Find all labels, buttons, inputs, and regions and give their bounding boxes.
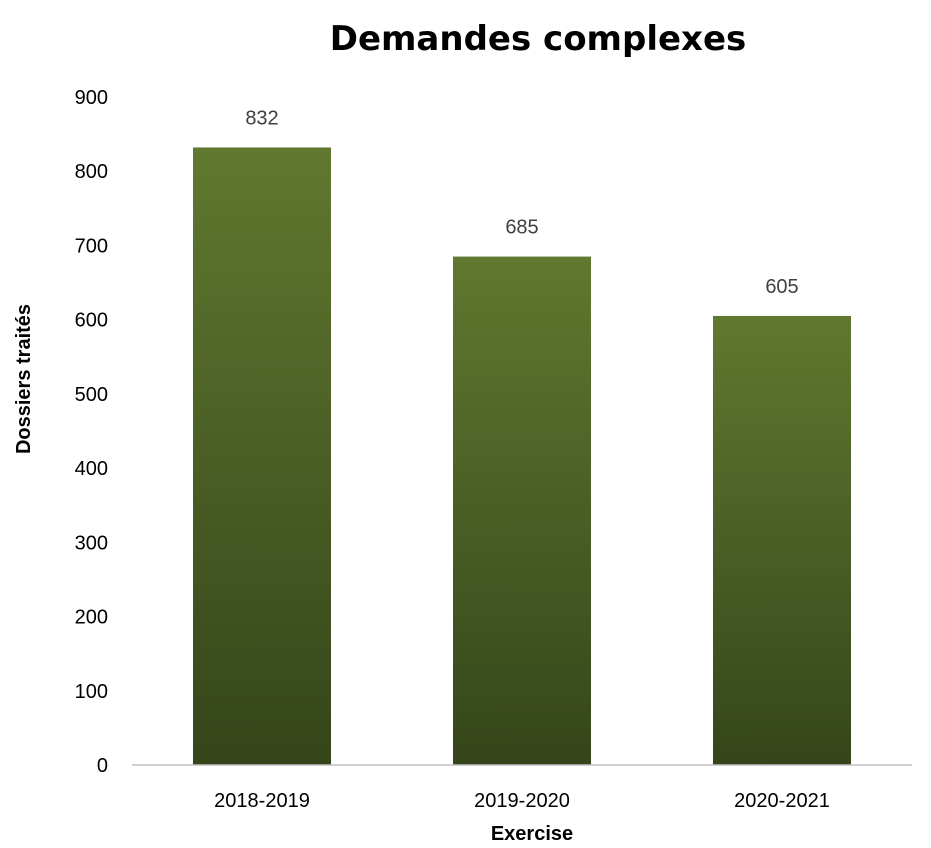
y-tick-label: 200 (75, 607, 108, 629)
data-label: 605 (765, 276, 798, 298)
data-label: 685 (505, 217, 538, 239)
y-tick-label: 500 (75, 384, 108, 406)
y-tick-label: 100 (75, 681, 108, 703)
data-labels: 832 685 605 (245, 107, 798, 297)
x-category-label: 2020-2021 (734, 790, 830, 812)
y-axis-ticks: 0 100 200 300 400 500 600 700 800 900 (75, 87, 108, 777)
bar (193, 147, 331, 765)
x-axis-title: Exercise (491, 823, 573, 845)
x-category-label: 2018-2019 (214, 790, 310, 812)
bar (713, 315, 851, 765)
y-tick-label: 600 (75, 310, 108, 332)
chart-title: Demandes complexes (330, 19, 747, 59)
y-tick-label: 300 (75, 532, 108, 554)
data-label: 832 (245, 107, 278, 129)
y-tick-label: 700 (75, 235, 108, 257)
y-tick-label: 900 (75, 87, 108, 109)
bars (193, 147, 851, 765)
bar (453, 256, 591, 765)
x-category-label: 2019-2020 (474, 790, 570, 812)
x-axis-category-labels: 2018-2019 2019-2020 2020-2021 (214, 790, 830, 812)
y-tick-label: 0 (97, 755, 108, 777)
y-tick-label: 400 (75, 458, 108, 480)
y-tick-label: 800 (75, 161, 108, 183)
y-axis-title: Dossiers traités (13, 304, 35, 454)
